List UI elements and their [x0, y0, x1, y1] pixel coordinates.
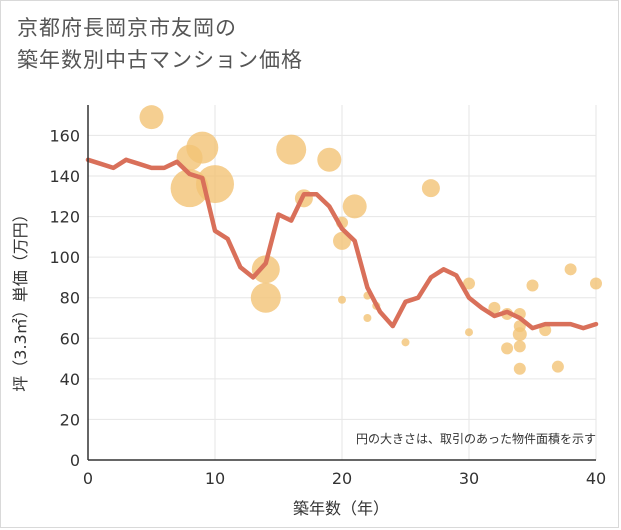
y-tick-label: 160	[49, 126, 80, 145]
axes	[87, 105, 596, 461]
tick-labels: 0 20 40 60 80 100 120 140 160 0 10 20 30 40	[49, 126, 606, 488]
trend-line-path	[85, 157, 599, 331]
data-bubble	[463, 277, 475, 290]
x-tick-label: 40	[586, 469, 606, 488]
data-bubble	[421, 179, 440, 198]
data-bubble	[338, 295, 346, 304]
data-bubble	[186, 131, 219, 164]
data-bubble	[501, 342, 514, 355]
x-tick-label: 10	[205, 469, 225, 488]
data-bubble	[333, 231, 351, 250]
y-tick-label: 140	[49, 167, 80, 186]
y-tick-label: 0	[70, 451, 80, 470]
chart-title: 京都府長岡京市友岡の 築年数別中古マンション価格	[17, 16, 303, 72]
grid	[88, 105, 597, 460]
y-axis-title: 坪（3.3㎡）単価（万円）	[11, 206, 30, 391]
size-note: 円の大きさは、取引のあった物件面積を示す	[356, 431, 596, 446]
y-tick-label: 60	[60, 329, 80, 348]
data-bubble	[526, 279, 539, 292]
data-bubble	[488, 301, 501, 314]
data-bubble	[513, 340, 526, 353]
x-tick-label: 20	[332, 469, 352, 488]
data-bubble	[139, 105, 164, 130]
data-bubble	[317, 147, 342, 172]
data-bubble	[276, 134, 307, 165]
data-bubble	[551, 360, 564, 373]
y-tick-label: 40	[60, 370, 80, 389]
data-bubble	[513, 362, 526, 375]
y-tick-label: 20	[60, 410, 80, 429]
x-axis-title: 築年数（年）	[293, 499, 389, 518]
y-tick-label: 100	[49, 248, 80, 267]
data-bubble	[512, 327, 527, 342]
data-bubble	[363, 314, 372, 322]
x-tick-label: 30	[459, 469, 479, 488]
x-tick-label: 0	[83, 469, 93, 488]
data-bubble	[251, 255, 280, 284]
data-bubble	[465, 328, 473, 337]
bubbles	[139, 105, 602, 375]
trend-line	[85, 157, 599, 331]
data-bubble	[342, 194, 367, 219]
y-tick-label: 120	[49, 208, 80, 227]
data-bubble	[250, 282, 281, 313]
data-bubble	[401, 338, 410, 347]
data-bubble	[564, 263, 577, 276]
y-tick-label: 80	[60, 289, 80, 308]
data-bubble	[590, 277, 602, 290]
